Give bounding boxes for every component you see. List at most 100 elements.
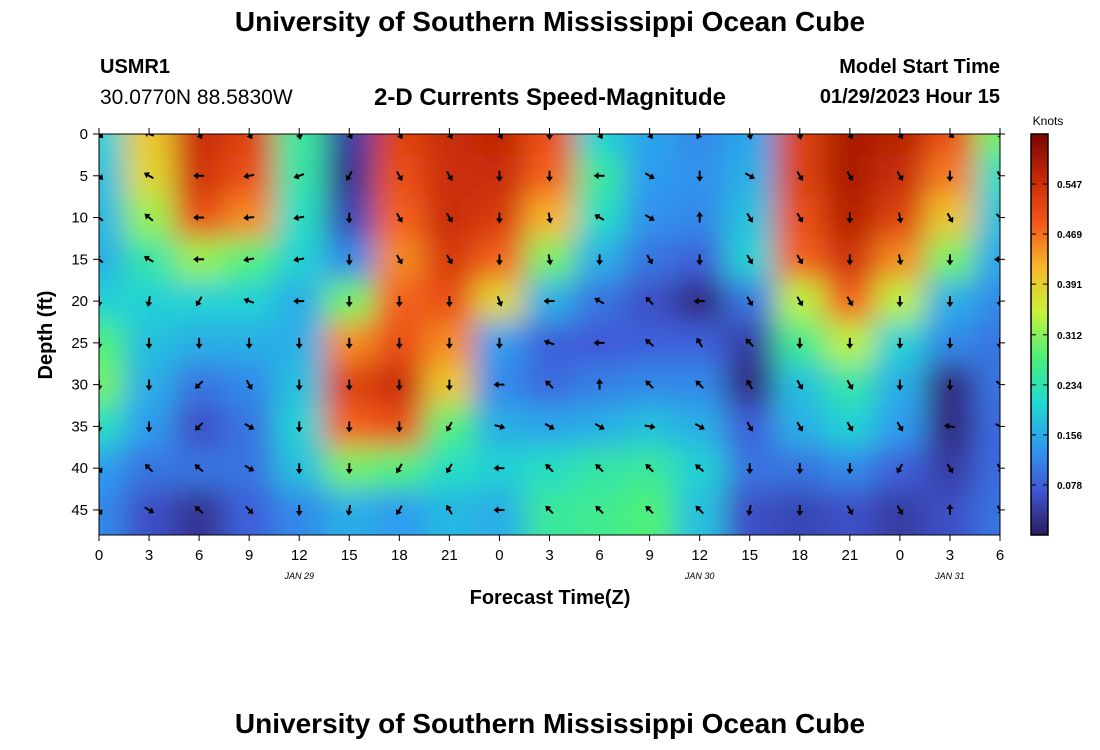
current-arrow <box>645 463 654 473</box>
current-arrow <box>543 339 555 346</box>
date-label: JAN 29 <box>283 571 314 581</box>
current-arrow <box>846 463 854 475</box>
current-arrow <box>99 421 103 433</box>
current-arrow <box>593 172 605 180</box>
current-arrow <box>896 254 904 266</box>
colorbar-legend: Knots 0.547 0.469 0.391 0.312 0.234 0.156 0.07… <box>1030 114 1082 536</box>
current-arrow <box>295 504 303 516</box>
current-arrow <box>243 256 255 263</box>
heat-cell <box>574 134 626 156</box>
current-arrow <box>99 171 104 181</box>
heat-cell <box>924 134 976 156</box>
colorbar-tick-label: 0.312 <box>1057 331 1082 342</box>
y-tick-label: 10 <box>71 210 88 227</box>
current-arrow <box>846 296 854 307</box>
current-arrow <box>846 170 854 181</box>
heat-cell <box>974 489 1000 535</box>
x-tick-label: 21 <box>841 547 858 564</box>
current-arrow <box>145 421 153 433</box>
current-arrow <box>194 506 204 514</box>
current-arrow <box>545 463 554 473</box>
current-arrow <box>796 463 804 475</box>
current-arrow <box>345 337 353 349</box>
current-arrow <box>896 421 904 432</box>
x-tick-label: 0 <box>896 547 904 564</box>
heat-cell <box>99 280 126 323</box>
current-arrow <box>796 421 804 432</box>
current-arrow <box>645 505 654 515</box>
colorbar-tick-label: 0.234 <box>1057 381 1082 392</box>
current-arrow <box>745 338 754 348</box>
current-arrow <box>193 214 205 222</box>
heat-cell <box>624 489 676 535</box>
current-arrow <box>594 214 605 221</box>
current-arrow <box>746 254 754 265</box>
y-tick-label: 30 <box>71 377 88 394</box>
current-arrow <box>644 423 656 431</box>
current-arrow <box>99 337 103 349</box>
x-tick-label: 9 <box>645 547 653 564</box>
current-arrow <box>946 379 954 391</box>
heat-cell <box>374 134 426 156</box>
current-arrow <box>194 464 204 473</box>
heat-cell <box>724 134 776 156</box>
current-arrow <box>994 255 1000 263</box>
current-arrow <box>445 463 453 474</box>
chart-title: 2-D Currents Speed-Magnitude <box>373 84 727 111</box>
heat-cell <box>974 196 1000 240</box>
current-arrow <box>144 213 154 222</box>
heat-cell <box>224 134 276 156</box>
heat-cell <box>99 238 126 282</box>
current-arrow <box>746 379 754 390</box>
current-arrow <box>99 296 103 308</box>
y-tick-label: 0 <box>80 126 88 143</box>
current-arrow <box>595 463 604 473</box>
current-arrow <box>244 505 254 515</box>
current-arrow <box>395 505 403 516</box>
heat-cell <box>99 134 126 156</box>
model-start-value: 01/29/2023 Hour 15 <box>819 86 1000 108</box>
current-arrow <box>896 379 904 391</box>
current-arrow <box>946 212 954 223</box>
current-arrow <box>495 212 503 224</box>
heat-cell <box>974 363 1000 407</box>
heat-cell <box>174 489 226 535</box>
current-arrow <box>99 213 104 222</box>
current-arrow <box>496 296 504 307</box>
current-arrow <box>946 503 954 515</box>
y-tick-label: 5 <box>80 168 88 185</box>
current-arrow <box>896 296 904 308</box>
current-arrow <box>896 212 904 224</box>
current-arrow <box>493 464 505 472</box>
current-arrow <box>245 337 253 349</box>
current-arrow <box>746 212 754 223</box>
y-tick-label: 15 <box>71 251 88 268</box>
current-arrow <box>395 296 403 308</box>
current-arrow <box>946 463 954 474</box>
x-tick-label: 0 <box>495 547 503 564</box>
current-arrow <box>996 337 1000 349</box>
current-arrow <box>144 463 154 473</box>
current-arrow <box>596 378 604 390</box>
current-arrow <box>596 134 604 140</box>
current-arrow <box>345 504 353 516</box>
current-arrow <box>644 172 655 180</box>
current-arrow <box>99 379 103 391</box>
current-arrow <box>594 423 605 430</box>
heat-cell <box>124 134 176 156</box>
current-arrow <box>846 379 854 390</box>
current-arrow <box>195 337 203 349</box>
current-arrow <box>946 254 954 266</box>
current-arrow <box>796 337 804 349</box>
current-arrow <box>846 337 854 349</box>
y-tick-label: 20 <box>71 293 88 310</box>
current-arrow <box>345 212 353 224</box>
current-arrow <box>846 421 854 432</box>
current-arrow <box>495 337 503 349</box>
current-arrow <box>245 379 253 390</box>
current-arrow <box>143 172 154 180</box>
current-arrow <box>546 170 553 182</box>
current-arrow <box>395 463 403 474</box>
date-label: JAN 30 <box>684 571 715 581</box>
current-arrow <box>546 254 554 266</box>
